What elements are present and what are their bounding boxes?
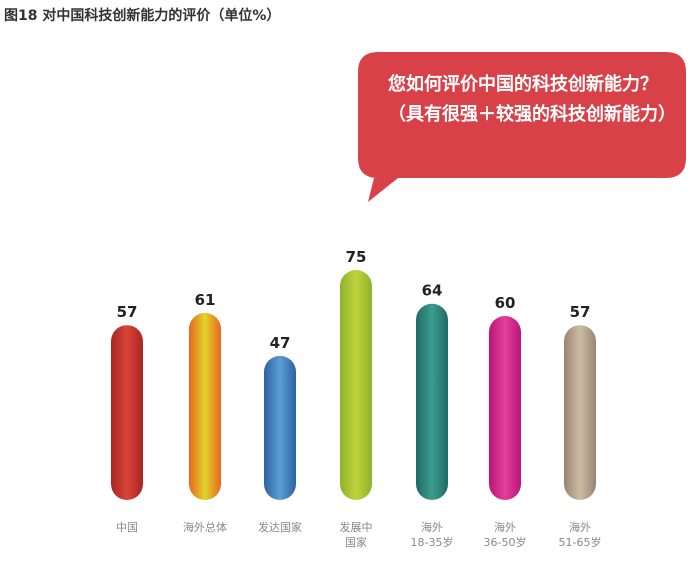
category-label: 发展中 国家 xyxy=(339,521,373,549)
category-label: 海外 18-35岁 xyxy=(410,521,454,549)
bar xyxy=(340,270,372,500)
speech-bubble-shape xyxy=(358,52,686,202)
bar xyxy=(189,312,221,500)
category-label: 海外 51-65岁 xyxy=(558,521,602,549)
bar xyxy=(416,303,448,500)
data-label: 47 xyxy=(270,334,291,352)
data-label: 57 xyxy=(570,303,591,321)
data-label: 60 xyxy=(495,294,516,312)
bar xyxy=(111,325,143,500)
bar xyxy=(489,316,521,500)
category-label: 海外 36-50岁 xyxy=(483,521,527,549)
category-label: 海外总体 xyxy=(183,521,227,534)
bar xyxy=(564,325,596,500)
data-label: 57 xyxy=(117,303,138,321)
category-label: 发达国家 xyxy=(258,521,302,534)
data-label: 64 xyxy=(422,282,443,300)
bubble-annotation: 您如何评价中国的科技创新能力？（具有很强＋较强的科技创新能力） xyxy=(388,74,676,125)
category-label: 中国 xyxy=(116,521,138,534)
data-label: 75 xyxy=(346,248,367,266)
data-label: 61 xyxy=(195,291,216,309)
chart-title: 图18 对中国科技创新能力的评价（单位%） xyxy=(4,8,281,24)
bar xyxy=(264,355,296,500)
